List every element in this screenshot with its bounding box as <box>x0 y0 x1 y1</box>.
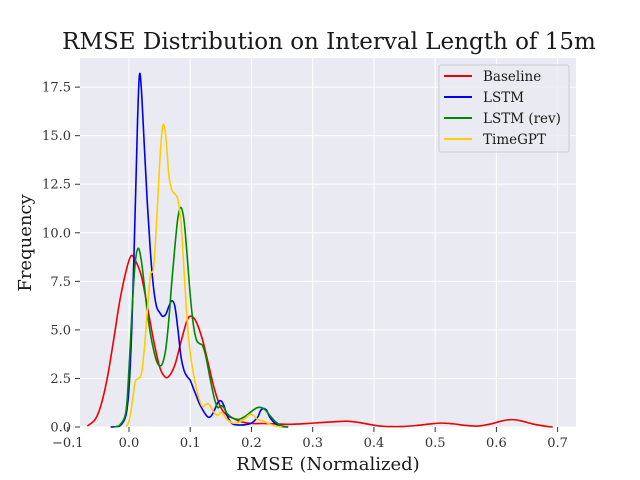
series-line-timegpt <box>125 123 283 428</box>
x-tick-label: 0.5 <box>425 436 446 451</box>
chart-title: RMSE Distribution on Interval Length of … <box>62 29 596 55</box>
series-layer <box>86 72 553 428</box>
x-tick-label: 0.4 <box>364 436 385 451</box>
y-tick-label: 12.5 <box>42 178 71 193</box>
legend-label-lstm-rev: LSTM (rev) <box>483 111 561 127</box>
y-tick-label: 0.0 <box>50 421 71 436</box>
y-tick-label: 2.5 <box>50 372 71 387</box>
x-tick-label: 0.7 <box>547 436 568 451</box>
series-line-lstm <box>110 72 289 428</box>
y-tick-label: 17.5 <box>42 81 71 96</box>
series-line-lstm-rev <box>113 206 289 428</box>
y-tick-label: 5.0 <box>50 323 71 338</box>
series-line-baseline <box>86 254 553 428</box>
y-tick-label: 10.0 <box>42 226 71 241</box>
y-tick-label: 7.5 <box>50 275 71 290</box>
y-axis-label: Frequency <box>15 193 36 291</box>
x-tick-label: 0.6 <box>486 436 507 451</box>
x-tick-label: 0.2 <box>241 436 262 451</box>
x-axis-label: RMSE (Normalized) <box>236 454 419 475</box>
legend-label-baseline: Baseline <box>483 69 541 85</box>
y-axis-ticks: 0.0 2.5 5.0 7.5 10.0 12.5 15.0 17.5 <box>42 81 80 436</box>
legend: Baseline LSTM LSTM (rev) TimeGPT <box>438 64 570 153</box>
y-tick-label: 15.0 <box>42 129 71 144</box>
legend-label-timegpt: TimeGPT <box>483 132 546 148</box>
x-axis-ticks: −0.1 0.0 0.1 0.2 0.3 0.4 0.5 0.6 0.7 <box>52 427 568 451</box>
x-tick-label: 0.3 <box>302 436 323 451</box>
legend-box <box>438 64 570 153</box>
x-tick-label: 0.0 <box>119 436 140 451</box>
legend-label-lstm: LSTM <box>483 90 524 106</box>
x-tick-label: 0.1 <box>180 436 201 451</box>
x-tick-label: −0.1 <box>52 436 84 451</box>
